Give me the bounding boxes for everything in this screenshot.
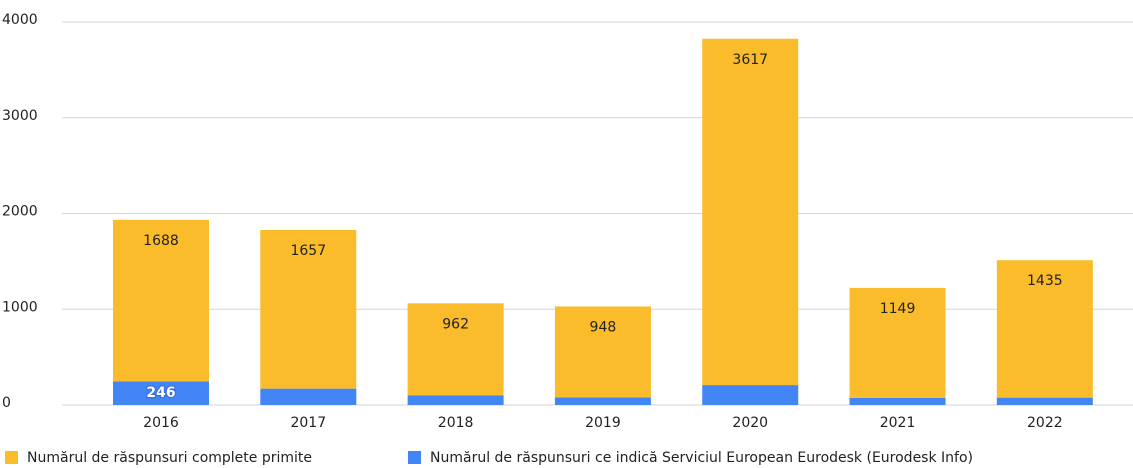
bar-segment [113, 381, 210, 405]
bar-segment [260, 229, 357, 389]
legend-swatch [408, 451, 421, 464]
bar-segment [260, 388, 357, 405]
bar-segment [554, 397, 651, 405]
data-label: 1688 [143, 233, 179, 249]
x-tick-label: 2018 [438, 415, 474, 431]
bar-segment [849, 287, 946, 398]
legend-swatch [5, 451, 18, 464]
data-label: 1657 [290, 243, 326, 259]
x-tick-label: 2022 [1027, 415, 1063, 431]
y-tick-label: 2000 [2, 204, 38, 220]
x-tick-label: 2021 [880, 415, 916, 431]
bar-segment [113, 219, 210, 382]
data-label: 246 [146, 385, 175, 401]
bar-segment [702, 38, 799, 386]
bar-segment [554, 306, 651, 398]
bar-segment [407, 303, 504, 396]
x-tick-label: 2019 [585, 415, 621, 431]
bar-segment [996, 397, 1093, 405]
legend-label: Numărul de răspunsuri ce indică Serviciu… [430, 450, 973, 466]
x-tick-label: 2016 [143, 415, 179, 431]
data-label: 3617 [732, 52, 768, 68]
bar-segment [996, 260, 1093, 398]
data-label: 1149 [880, 301, 916, 317]
y-tick-label: 0 [2, 395, 11, 411]
y-tick-label: 4000 [2, 12, 38, 28]
data-label: 1435 [1027, 273, 1063, 289]
x-tick-label: 2017 [290, 415, 326, 431]
bar-segment [702, 385, 799, 405]
x-tick-label: 2020 [732, 415, 768, 431]
bar-segment [849, 397, 946, 405]
data-label: 962 [442, 316, 469, 332]
y-tick-label: 1000 [2, 299, 38, 315]
y-tick-label: 3000 [2, 108, 38, 124]
bar-segment [407, 395, 504, 405]
legend-label: Numărul de răspunsuri complete primite [27, 450, 312, 466]
data-label: 948 [590, 319, 617, 335]
